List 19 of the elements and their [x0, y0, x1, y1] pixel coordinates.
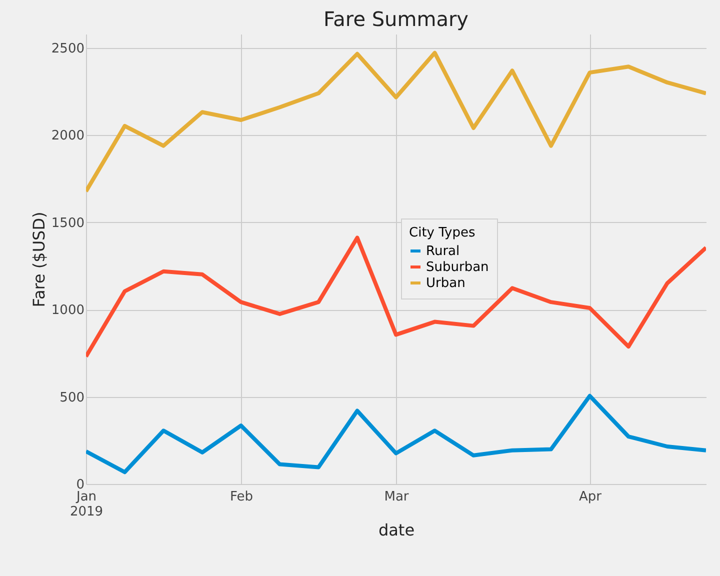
x-tick-label: Jan 2019 — [70, 490, 104, 520]
y-tick-label: 1000 — [51, 303, 84, 318]
y-axis-title: Fare ($USD) — [29, 212, 48, 308]
x-axis-title: date — [378, 520, 415, 540]
line-series — [86, 50, 706, 194]
legend-label: Rural — [426, 244, 460, 259]
legend-label: Suburban — [426, 260, 489, 275]
y-tick-label: 500 — [60, 390, 84, 406]
y-tick-label: 0 — [76, 478, 84, 492]
x-tick-label: Feb — [230, 490, 254, 504]
line-series — [86, 394, 706, 474]
y-tick-label: 2000 — [51, 128, 84, 144]
legend-label: Urban — [426, 276, 466, 291]
legend-title: City Types — [409, 226, 476, 240]
y-tick-label: 2500 — [51, 41, 84, 56]
x-tick-label: Apr — [579, 490, 602, 504]
y-tick-label: 1500 — [51, 216, 84, 231]
chart-title: Fare Summary — [323, 7, 469, 31]
x-tick-label: Mar — [384, 490, 410, 504]
